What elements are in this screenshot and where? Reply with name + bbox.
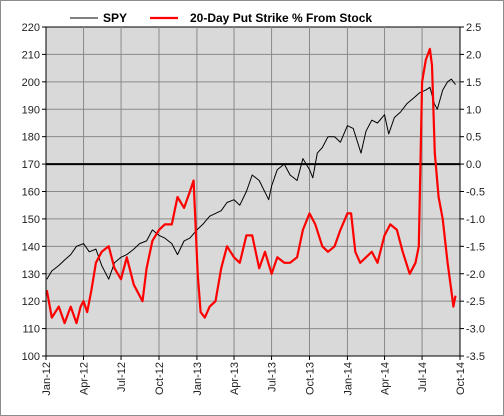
y-tick-label: 190: [22, 104, 40, 116]
y-tick-label: 180: [22, 132, 40, 144]
y2-tick-label: 0.0: [466, 159, 481, 171]
x-tick-label: Jan-13: [192, 362, 204, 396]
y-tick-label: 220: [22, 22, 40, 34]
y2-tick-label: 1.0: [466, 104, 481, 116]
series-layer: [45, 47, 457, 325]
y2-tick-label: -2.5: [466, 296, 485, 308]
series-spy: [46, 78, 456, 280]
x-tick-label: Oct-12: [154, 362, 166, 395]
y2-tick-label: -1.0: [466, 214, 485, 226]
y-tick-label: 200: [22, 77, 40, 89]
y-tick-label: 110: [22, 324, 40, 336]
y2-tick-label: -1.5: [466, 241, 485, 253]
legend-item: SPY: [70, 11, 127, 25]
y-tick-label: 150: [22, 214, 40, 226]
y2-tick-label: 2.0: [466, 49, 481, 61]
y2-tick-label: -2.0: [466, 269, 485, 281]
series-line: [45, 47, 457, 325]
y2-tick-label: -3.0: [466, 324, 485, 336]
series-put-strike: [45, 47, 457, 325]
x-tick-label: Oct-14: [455, 362, 467, 395]
x-tick-label: Jul-14: [417, 362, 429, 392]
y-tick-label: 140: [22, 241, 40, 253]
legend-item: 20-Day Put Strike % From Stock: [150, 11, 372, 25]
y2-tick-label: 1.5: [466, 77, 481, 89]
y-tick-label: 210: [22, 49, 40, 61]
x-tick-label: Jan-14: [342, 362, 354, 396]
x-tick-label: Apr-12: [79, 362, 91, 395]
x-tick-label: Apr-14: [380, 362, 392, 395]
series-line: [46, 78, 456, 280]
y2-tick-label: -0.5: [466, 187, 485, 199]
y-tick-label: 120: [22, 296, 40, 308]
x-tick-label: Jul-12: [116, 362, 128, 392]
y2-tick-label: 0.5: [466, 132, 481, 144]
x-tick-label: Apr-13: [229, 362, 241, 395]
legend-label: SPY: [103, 11, 127, 25]
x-tick-label: Jan-12: [41, 362, 53, 396]
y-tick-label: 130: [22, 269, 40, 281]
y-tick-label: 100: [22, 351, 40, 363]
x-tick-label: Oct-13: [304, 362, 316, 395]
y-tick-label: 170: [22, 159, 40, 171]
y-tick-label: 160: [22, 187, 40, 199]
legend: SPY 20-Day Put Strike % From Stock: [70, 11, 372, 25]
axes: 100 110 120 130 140 150 160 170 180 190 200 210 220 -…: [22, 22, 485, 396]
y2-tick-label: 2.5: [466, 22, 481, 34]
legend-label: 20-Day Put Strike % From Stock: [190, 11, 372, 25]
x-tick-label: Jul-13: [267, 362, 279, 392]
y2-tick-label: -3.5: [466, 351, 485, 363]
